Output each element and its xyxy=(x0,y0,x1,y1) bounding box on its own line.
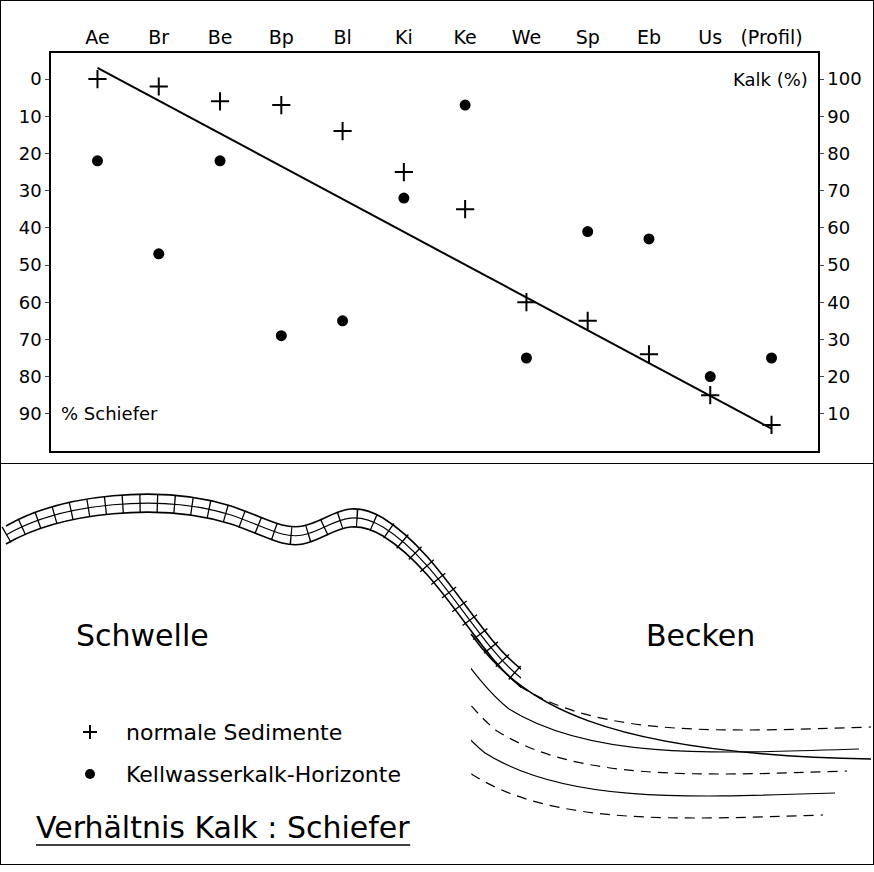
svg-text:70: 70 xyxy=(19,329,42,350)
svg-text:30: 30 xyxy=(19,180,42,201)
svg-text:70: 70 xyxy=(827,180,850,201)
svg-text:20: 20 xyxy=(827,366,850,387)
svg-text:50: 50 xyxy=(827,254,850,275)
svg-text:Us: Us xyxy=(698,26,722,48)
svg-text:10: 10 xyxy=(19,106,42,127)
svg-text:normale Sedimente: normale Sedimente xyxy=(126,720,342,745)
svg-text:10: 10 xyxy=(827,403,850,424)
svg-text:Verhältnis Kalk : Schiefer: Verhältnis Kalk : Schiefer xyxy=(36,810,410,845)
svg-text:50: 50 xyxy=(19,254,42,275)
svg-text:Kellwasserkalk-Horizonte: Kellwasserkalk-Horizonte xyxy=(126,762,401,787)
svg-text:Br: Br xyxy=(148,26,169,48)
svg-text:100: 100 xyxy=(827,68,861,89)
svg-text:60: 60 xyxy=(827,217,850,238)
svg-text:(Profil): (Profil) xyxy=(740,26,802,48)
svg-text:80: 80 xyxy=(827,143,850,164)
svg-text:Becken: Becken xyxy=(646,618,755,653)
svg-text:% Schiefer: % Schiefer xyxy=(61,403,158,424)
svg-text:40: 40 xyxy=(827,292,850,313)
svg-text:60: 60 xyxy=(19,292,42,313)
svg-text:Schwelle: Schwelle xyxy=(76,618,209,653)
svg-text:30: 30 xyxy=(827,329,850,350)
svg-text:Ki: Ki xyxy=(395,26,413,48)
svg-text:We: We xyxy=(512,26,541,48)
svg-text:90: 90 xyxy=(19,403,42,424)
svg-text:Eb: Eb xyxy=(637,26,661,48)
svg-text:80: 80 xyxy=(19,366,42,387)
svg-text:20: 20 xyxy=(19,143,42,164)
svg-text:40: 40 xyxy=(19,217,42,238)
svg-text:Bl: Bl xyxy=(333,26,351,48)
svg-text:Ke: Ke xyxy=(454,26,477,48)
svg-text:0: 0 xyxy=(30,68,41,89)
svg-text:Be: Be xyxy=(208,26,233,48)
svg-text:Kalk (%): Kalk (%) xyxy=(733,69,808,90)
svg-text:90: 90 xyxy=(827,106,850,127)
svg-text:Ae: Ae xyxy=(85,26,109,48)
svg-text:Bp: Bp xyxy=(269,26,294,48)
svg-text:Sp: Sp xyxy=(576,26,600,48)
